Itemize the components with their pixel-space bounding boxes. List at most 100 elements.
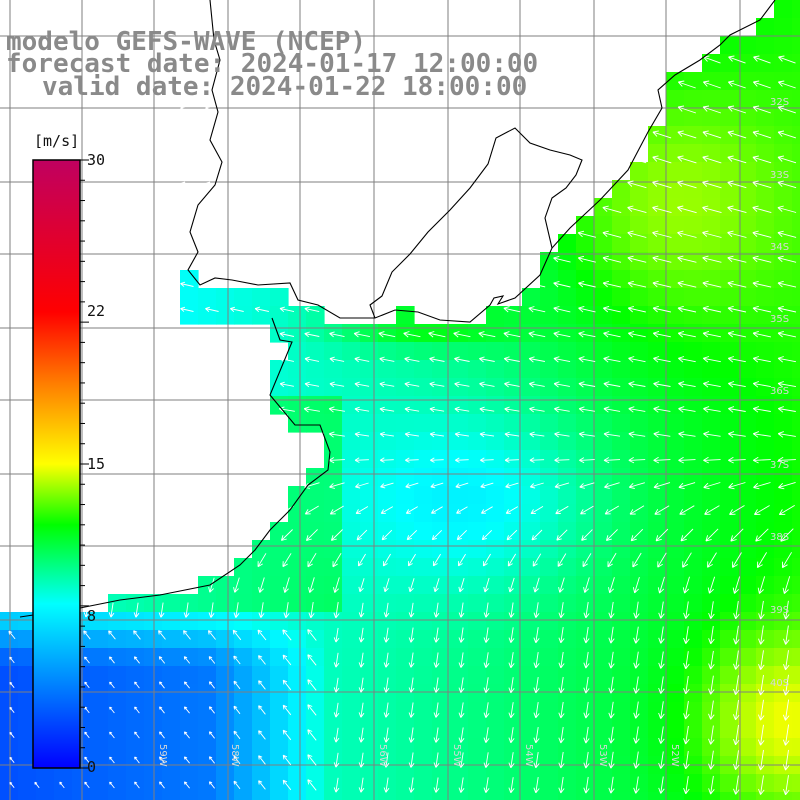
uruguay-border (369, 127, 583, 319)
wind-speed-cell (360, 684, 379, 703)
wind-speed-cell (756, 216, 775, 235)
wind-speed-cell (360, 540, 379, 559)
wind-arrow (782, 724, 790, 746)
wind-speed-cell (630, 378, 649, 397)
wind-arrow (283, 602, 290, 619)
wind-speed-cell (684, 666, 703, 685)
wind-speed-cell (486, 666, 505, 685)
wind-speed-cell (342, 342, 361, 361)
wind-speed-cell (522, 378, 541, 397)
wind-arrow (354, 406, 370, 413)
wind-arrow (333, 752, 340, 768)
wind-speed-cell (756, 36, 775, 55)
wind-speed-cell (486, 378, 505, 397)
wind-speed-cell (360, 342, 379, 361)
wind-arrow (677, 280, 697, 288)
wind-speed-cell (612, 342, 631, 361)
wind-arrow (627, 155, 647, 164)
wind-speed-cell (738, 270, 757, 289)
wind-speed-cell (738, 720, 757, 739)
wind-speed-cell (576, 702, 595, 721)
wind-speed-cell (558, 486, 577, 505)
wind-speed-cell (792, 738, 800, 757)
wind-arrow (581, 529, 593, 541)
wind-speed-cell (666, 288, 685, 307)
wind-arrow (627, 205, 647, 214)
wind-arrow (728, 55, 746, 64)
wind-speed-cell (198, 306, 217, 325)
wind-speed-cell (720, 270, 739, 289)
wind-speed-cell (738, 540, 757, 559)
wind-speed-cell (126, 720, 145, 739)
wind-arrow (777, 155, 797, 164)
wind-speed-cell (468, 558, 487, 577)
wind-arrow (757, 674, 765, 696)
wind-arrow (457, 553, 466, 567)
wind-arrow (655, 528, 669, 542)
wind-speed-cell (270, 648, 289, 667)
wind-speed-cell (738, 90, 757, 109)
wind-arrow (358, 578, 365, 593)
wind-speed-cell (612, 684, 631, 703)
wind-arrow (383, 702, 390, 718)
wind-speed-cell (468, 612, 487, 631)
wind-arrow (757, 699, 765, 721)
wind-speed-cell (378, 324, 397, 343)
wind-arrow (34, 781, 40, 789)
wind-speed-cell (342, 594, 361, 613)
wind-speed-cell (162, 774, 181, 793)
wind-speed-cell (450, 594, 469, 613)
wind-arrow (258, 577, 265, 593)
wind-speed-cell (0, 792, 19, 800)
wind-speed-cell (630, 720, 649, 739)
wind-arrow (558, 676, 565, 694)
wind-arrow (183, 706, 190, 714)
wind-speed-cell (126, 738, 145, 757)
wind-arrow (658, 776, 665, 794)
wind-speed-cell (702, 360, 721, 379)
wind-speed-cell (414, 522, 433, 541)
wind-speed-cell (738, 342, 757, 361)
wind-arrow (403, 331, 421, 338)
wind-speed-cell (342, 684, 361, 703)
wind-arrow (205, 106, 219, 113)
wind-arrow (578, 406, 595, 413)
wind-arrow (480, 457, 494, 463)
wind-arrow (159, 781, 165, 789)
wind-speed-cell (414, 594, 433, 613)
wind-speed-cell (666, 630, 685, 649)
wind-arrow (653, 381, 671, 388)
wind-speed-cell (504, 612, 523, 631)
wind-speed-cell (216, 306, 235, 325)
wind-arrow (677, 180, 697, 189)
wind-arrow (328, 457, 345, 464)
wind-speed-cell (450, 702, 469, 721)
wind-speed-cell (306, 720, 325, 739)
wind-arrow (678, 356, 696, 363)
wind-arrow (158, 630, 166, 640)
wind-speed-cell (738, 594, 757, 613)
wind-arrow (553, 255, 571, 263)
wind-speed-cell (720, 720, 739, 739)
wind-speed-cell (252, 558, 271, 577)
wind-arrow (529, 482, 544, 489)
wind-speed-cell (756, 126, 775, 145)
wind-arrow (633, 751, 640, 769)
wind-arrow (752, 205, 772, 214)
wind-speed-cell (558, 432, 577, 451)
wind-speed-cell (774, 594, 793, 613)
wind-speed-cell (684, 738, 703, 757)
wind-speed-cell (396, 666, 415, 685)
wind-speed-cell (576, 630, 595, 649)
wind-speed-cell (666, 684, 685, 703)
wind-speed-cell (270, 558, 289, 577)
wind-arrow (602, 230, 622, 238)
wind-arrow (109, 756, 115, 764)
wind-arrow (508, 702, 515, 719)
wind-arrow (702, 280, 722, 288)
wind-speed-cell (594, 234, 613, 253)
wind-speed-cell (576, 468, 595, 487)
wind-speed-cell (198, 612, 217, 631)
wind-speed-cell (774, 288, 793, 307)
wind-speed-cell (702, 720, 721, 739)
